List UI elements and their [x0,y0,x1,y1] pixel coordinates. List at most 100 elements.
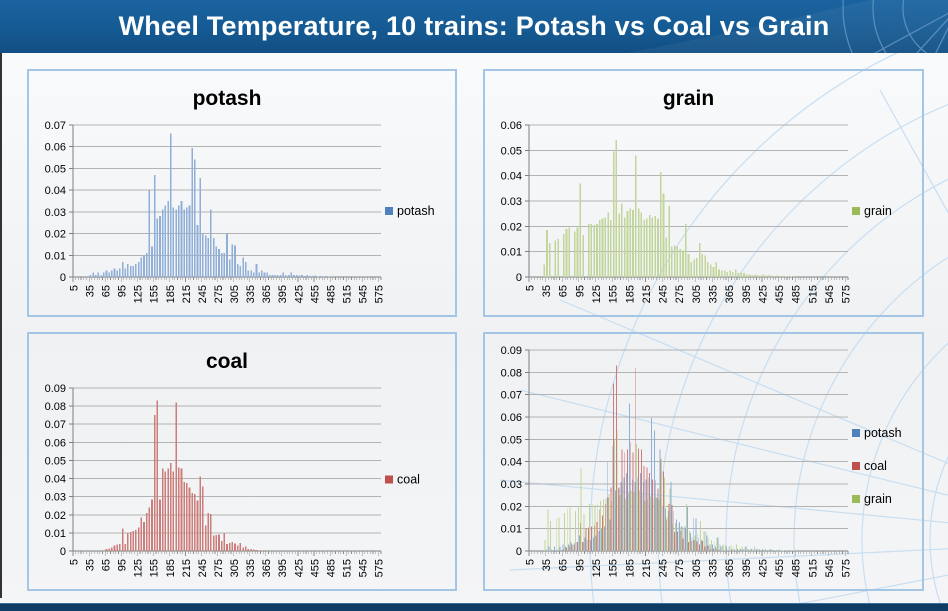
svg-text:515: 515 [342,559,354,577]
svg-text:grain: grain [663,87,714,110]
svg-text:potash: potash [397,204,435,218]
slide-title: Wheel Temperature, 10 trains: Potash vs … [118,11,830,41]
svg-text:575: 575 [841,559,853,577]
svg-text:425: 425 [293,285,305,303]
slide-left-edge [0,53,2,598]
svg-text:0: 0 [516,546,522,558]
svg-text:305: 305 [691,285,703,303]
svg-text:95: 95 [117,285,129,297]
svg-text:35: 35 [541,559,553,571]
svg-text:35: 35 [84,285,96,297]
svg-text:245: 245 [658,285,670,303]
svg-text:275: 275 [674,285,686,303]
svg-text:365: 365 [261,285,273,303]
svg-text:5: 5 [68,559,80,565]
svg-text:5: 5 [524,559,536,565]
chart-svg-potash: potash 0 0.01 0.02 0.03 0.04 0.05 0.06 0.07 5 35 65… [45,87,435,303]
svg-text:545: 545 [824,285,836,303]
svg-text:65: 65 [100,559,112,571]
svg-text:0: 0 [60,272,66,284]
svg-text:245: 245 [197,559,209,577]
svg-text:0: 0 [60,546,66,558]
chart-panel-combined: 0 0.01 0.02 0.03 0.04 0.05 0.06 0.07 0.08 0.09 5 35… [483,332,924,591]
chart-panel-grain: grain 0 0.01 0.02 0.03 0.04 0.05 0.06 5 35 65 95 125… [483,69,924,317]
svg-text:0.01: 0.01 [45,250,66,262]
svg-text:potash: potash [193,87,262,110]
svg-text:125: 125 [591,285,603,303]
svg-text:215: 215 [181,285,193,303]
svg-text:0.08: 0.08 [45,401,66,413]
svg-text:155: 155 [149,559,161,577]
svg-text:455: 455 [309,559,321,577]
svg-text:95: 95 [574,285,586,297]
svg-text:95: 95 [117,559,129,571]
svg-text:395: 395 [277,285,289,303]
svg-text:0.06: 0.06 [501,412,522,424]
svg-text:335: 335 [707,285,719,303]
svg-text:515: 515 [807,285,819,303]
svg-text:65: 65 [100,285,112,297]
svg-text:0.01: 0.01 [501,247,522,259]
svg-text:0.04: 0.04 [501,457,522,469]
svg-text:0.08: 0.08 [501,367,522,379]
svg-text:185: 185 [165,285,177,303]
svg-text:185: 185 [165,559,177,577]
svg-text:grain: grain [864,204,892,218]
svg-text:125: 125 [591,559,603,577]
svg-text:425: 425 [293,559,305,577]
svg-text:0.03: 0.03 [501,479,522,491]
svg-text:0.05: 0.05 [501,145,522,157]
chart-panel-coal: coal 0 0.01 0.02 0.03 0.04 0.05 0.06 0.07 0.08 0.0… [27,332,457,591]
svg-text:455: 455 [774,559,786,577]
svg-text:155: 155 [149,285,161,303]
svg-text:0.03: 0.03 [501,196,522,208]
svg-text:335: 335 [245,559,257,577]
svg-text:0.02: 0.02 [501,221,522,233]
svg-text:0.03: 0.03 [45,492,66,504]
svg-text:0.06: 0.06 [45,437,66,449]
svg-text:0.09: 0.09 [45,383,66,395]
svg-text:545: 545 [824,559,836,577]
svg-text:275: 275 [213,285,225,303]
svg-text:215: 215 [641,285,653,303]
svg-text:65: 65 [558,559,570,571]
svg-text:575: 575 [374,285,386,303]
svg-text:275: 275 [674,559,686,577]
svg-text:125: 125 [133,285,145,303]
chart-svg-grain: grain 0 0.01 0.02 0.03 0.04 0.05 0.06 5 35 65 95 125… [501,87,892,303]
chart-svg-combined: 0 0.01 0.02 0.03 0.04 0.05 0.06 0.07 0.08 0.09 5 35… [501,345,902,577]
svg-text:395: 395 [741,285,753,303]
svg-text:485: 485 [325,285,337,303]
svg-text:0.03: 0.03 [45,207,66,219]
bottom-accent-bar [0,603,948,611]
svg-text:425: 425 [757,285,769,303]
svg-text:0.09: 0.09 [501,345,522,357]
svg-text:245: 245 [658,559,670,577]
svg-text:305: 305 [691,559,703,577]
svg-text:395: 395 [741,559,753,577]
svg-text:485: 485 [791,559,803,577]
svg-text:155: 155 [608,559,620,577]
svg-text:0.01: 0.01 [501,524,522,536]
svg-text:485: 485 [325,559,337,577]
svg-text:0.01: 0.01 [45,528,66,540]
svg-text:0.07: 0.07 [45,120,66,132]
svg-text:305: 305 [229,559,241,577]
chart-svg-coal: coal 0 0.01 0.02 0.03 0.04 0.05 0.06 0.07 0.08 0.0… [45,350,420,577]
svg-text:185: 185 [624,559,636,577]
svg-text:0: 0 [516,272,522,284]
svg-text:215: 215 [181,559,193,577]
svg-text:0.07: 0.07 [45,419,66,431]
svg-text:365: 365 [261,559,273,577]
svg-text:0.02: 0.02 [501,501,522,513]
svg-text:0.07: 0.07 [501,390,522,402]
svg-text:0.04: 0.04 [501,171,522,183]
svg-text:0.04: 0.04 [45,185,66,197]
svg-text:575: 575 [374,559,386,577]
svg-text:185: 185 [624,285,636,303]
svg-text:coal: coal [206,350,248,373]
svg-text:395: 395 [277,559,289,577]
svg-text:potash: potash [864,426,902,440]
svg-text:coal: coal [397,473,420,487]
